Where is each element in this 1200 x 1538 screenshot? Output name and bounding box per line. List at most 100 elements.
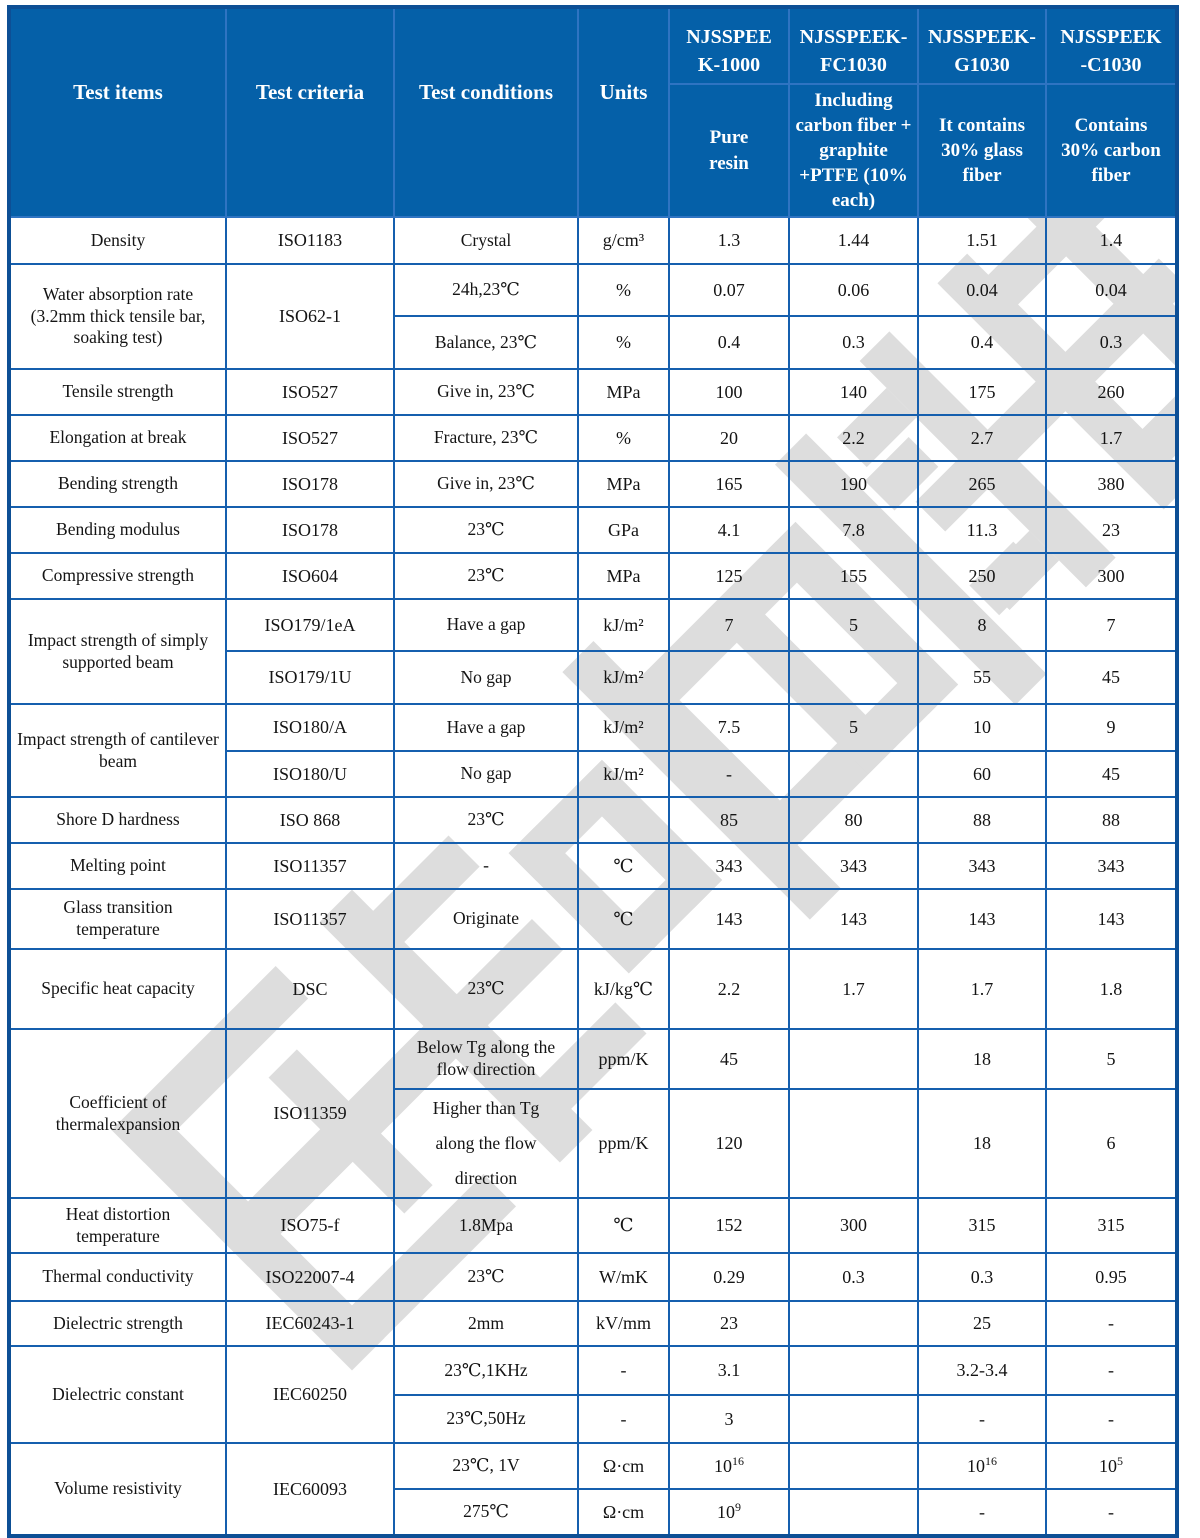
cell-condition: No gap xyxy=(393,650,579,705)
cell-value: 140 xyxy=(788,368,919,416)
cell-value xyxy=(668,650,790,705)
cell-value: 100 xyxy=(668,368,790,416)
cell-unit xyxy=(577,796,670,844)
cell-value: 55 xyxy=(917,650,1047,705)
cell-criteria: ISO11357 xyxy=(225,888,395,950)
table-row: Impact strength of simply supported beam… xyxy=(8,598,1178,705)
table-row: Glass transition temperature ISO11357 Orig… xyxy=(8,888,1178,950)
header-product-model-4: NJSSPEEK -C1030 xyxy=(1045,6,1178,85)
cell-value xyxy=(788,750,919,798)
cell-value: 7.5 xyxy=(668,703,790,752)
cell-item: Water absorption rate (3.2mm thick tensi… xyxy=(8,263,227,370)
header-product-model-3: NJSSPEEK- G1030 xyxy=(917,6,1047,85)
cell-condition: Fracture, 23℃ xyxy=(393,414,579,462)
cell-value xyxy=(788,650,919,705)
cell-criteria: ISO180/A xyxy=(225,703,395,752)
cell-value: 7 xyxy=(1045,598,1178,652)
cell-criteria: ISO22007-4 xyxy=(225,1252,395,1302)
cell-criteria: IEC60250 xyxy=(225,1345,395,1444)
cell-value: 18 xyxy=(917,1088,1047,1199)
cell-value: 1016 xyxy=(668,1442,790,1490)
cell-condition: Give in, 23℃ xyxy=(393,460,579,508)
cell-value: 85 xyxy=(668,796,790,844)
cell-condition: 23℃ xyxy=(393,552,579,600)
cell-item: Glass transition temperature xyxy=(8,888,227,950)
cell-value xyxy=(788,1442,919,1490)
cell-item: Bending strength xyxy=(8,460,227,508)
cell-unit: - xyxy=(577,1394,670,1444)
cell-condition: 23℃ xyxy=(393,506,579,554)
table-row: Tensile strength ISO527 Give in, 23℃ MPa 100… xyxy=(8,368,1178,416)
cell-value: 0.3 xyxy=(788,315,919,370)
cell-item: Impact strength of simply supported beam xyxy=(8,598,227,705)
header-product-description-3: It contains 30% glass fiber xyxy=(917,83,1047,218)
cell-unit: % xyxy=(577,315,670,370)
table-row: Impact strength of cantilever beam ISO180… xyxy=(8,703,1178,798)
cell-value: 5 xyxy=(1045,1028,1178,1090)
cell-criteria: ISO1183 xyxy=(225,216,395,265)
cell-value: 0.04 xyxy=(1045,263,1178,317)
cell-unit: ℃ xyxy=(577,842,670,890)
cell-unit: kJ/kg℃ xyxy=(577,948,670,1030)
cell-item: Volume resistivity xyxy=(8,1442,227,1537)
cell-item: Compressive strength xyxy=(8,552,227,600)
cell-criteria: ISO527 xyxy=(225,368,395,416)
cell-value: 1016 xyxy=(917,1442,1047,1490)
cell-value: 0.3 xyxy=(917,1252,1047,1302)
cell-condition: 23℃,50Hz xyxy=(393,1394,579,1444)
cell-value: 6 xyxy=(1045,1088,1178,1199)
cell-unit: kJ/m² xyxy=(577,703,670,752)
cell-value: 1.7 xyxy=(1045,414,1178,462)
cell-value: 143 xyxy=(668,888,790,950)
table-row: Heat distortion temperature ISO75-f 1.8Mpa… xyxy=(8,1197,1178,1254)
table-row: Bending modulus ISO178 23℃ GPa 4.1 7.8 11.3 23 xyxy=(8,506,1178,554)
cell-value: 0.29 xyxy=(668,1252,790,1302)
cell-value: 3.1 xyxy=(668,1345,790,1396)
exponent: 16 xyxy=(732,1453,744,1468)
cell-value: 175 xyxy=(917,368,1047,416)
table-row: Elongation at break ISO527 Fracture, 23℃% 2… xyxy=(8,414,1178,462)
cell-value: 1.44 xyxy=(788,216,919,265)
cell-value: 315 xyxy=(1045,1197,1178,1254)
table-row: Melting point ISO11357- ℃ 343 343 343 343 xyxy=(8,842,1178,890)
cell-value: 1.3 xyxy=(668,216,790,265)
cell-value: 300 xyxy=(788,1197,919,1254)
cell-value: 143 xyxy=(1045,888,1178,950)
cell-item: Density xyxy=(8,216,227,265)
table-header: Test items Test criteria Test conditions Un… xyxy=(8,6,1178,218)
cell-value: 250 xyxy=(917,552,1047,600)
cell-value: 343 xyxy=(1045,842,1178,890)
cell-value: 1.4 xyxy=(1045,216,1178,265)
cell-value: 1.7 xyxy=(788,948,919,1030)
peek-properties-table: Test items Test criteria Test conditions Un… xyxy=(7,5,1179,1538)
cell-value: - xyxy=(1045,1394,1178,1444)
cell-value: 1.7 xyxy=(917,948,1047,1030)
cell-value: 3.2-3.4 xyxy=(917,1345,1047,1396)
cell-unit: ppm/K xyxy=(577,1088,670,1199)
header-product-model-2: NJSSPEEK- FC1030 xyxy=(788,6,919,85)
cell-value: 120 xyxy=(668,1088,790,1199)
table-row: Volume resistivity IEC60093 23℃, 1V Ω·cm 101… xyxy=(8,1442,1178,1537)
cell-value: 0.4 xyxy=(668,315,790,370)
cell-unit: - xyxy=(577,1345,670,1396)
cell-unit: ℃ xyxy=(577,888,670,950)
cell-unit: W/mK xyxy=(577,1252,670,1302)
header-test-items: Test items xyxy=(8,6,227,218)
cell-condition: Have a gap xyxy=(393,703,579,752)
cell-value: - xyxy=(1045,1300,1178,1347)
table-row: Specific heat capacity DSC 23℃ kJ/kg℃ 2.2 1.7… xyxy=(8,948,1178,1030)
cell-unit: kV/mm xyxy=(577,1300,670,1347)
cell-value: 0.04 xyxy=(917,263,1047,317)
cell-criteria: ISO62-1 xyxy=(225,263,395,370)
cell-unit: % xyxy=(577,414,670,462)
cell-criteria: ISO178 xyxy=(225,460,395,508)
cell-criteria: ISO179/1U xyxy=(225,650,395,705)
cell-value: 5 xyxy=(788,598,919,652)
table-row: Bending strength ISO178 Give in, 23℃ MPa 165… xyxy=(8,460,1178,508)
cell-unit: MPa xyxy=(577,460,670,508)
cell-value: 2.2 xyxy=(788,414,919,462)
cell-value: 0.3 xyxy=(1045,315,1178,370)
cell-value xyxy=(788,1394,919,1444)
cell-criteria: ISO 868 xyxy=(225,796,395,844)
cell-value: 5 xyxy=(788,703,919,752)
